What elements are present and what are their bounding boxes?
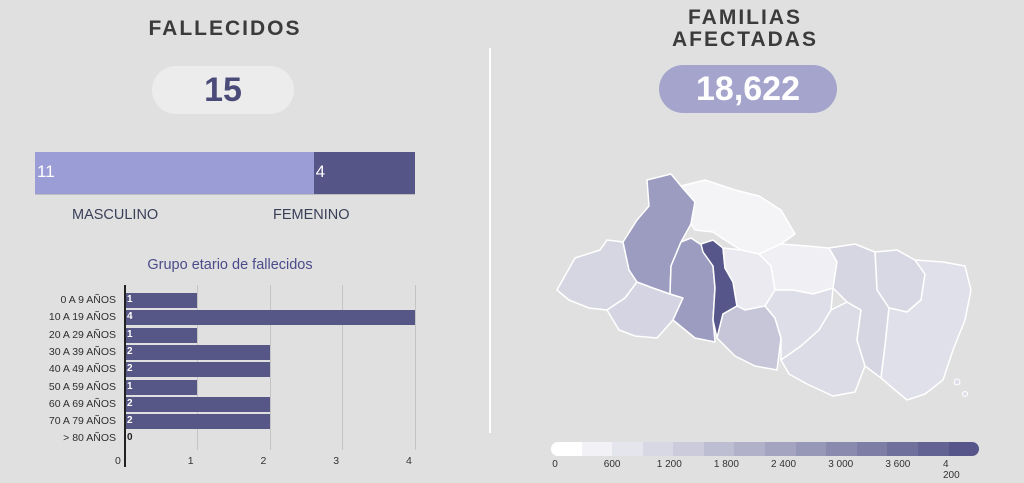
age-bar-value: 1 — [127, 380, 133, 392]
legend-swatch — [887, 442, 918, 456]
age-category-label: 50 A 59 AÑOS — [48, 380, 116, 393]
age-chart-gridline — [269, 285, 271, 450]
age-bar-value: 1 — [127, 294, 133, 305]
age-chart-tick-label: 3 — [333, 455, 340, 467]
age-bar-value: 0 — [127, 432, 133, 444]
age-bar — [124, 396, 270, 412]
map-legend-ticks: 0 600 1 200 1 800 2 400 3 000 3 600 4 200 — [551, 459, 979, 481]
familias-title-line1: FAMILIAS — [688, 6, 802, 29]
el-salvador-map — [556, 173, 972, 401]
age-chart-axis — [124, 285, 126, 467]
legend-swatch — [917, 442, 949, 456]
age-bar — [124, 362, 270, 378]
age-category-label: 60 A 69 AÑOS — [48, 397, 116, 410]
age-category-label: 0 A 9 AÑOS — [60, 294, 116, 306]
legend-swatch — [673, 442, 704, 456]
age-bar-value: 1 — [127, 328, 133, 340]
age-category-label: 70 A 79 AÑOS — [48, 415, 116, 428]
legend-tick-label: 1 800 — [713, 459, 739, 470]
femenino-label: FEMENINO — [273, 207, 350, 223]
legend-tick-label: 3 000 — [828, 459, 854, 470]
age-chart-tick-label: 1 — [187, 455, 194, 467]
age-chart: 0 A 9 AÑOS 1 10 A 19 AÑOS 4 20 A 29 AÑOS 1 30 … — [0, 285, 430, 480]
legend-swatch — [948, 442, 979, 456]
legend-tick-label: 600 — [603, 459, 621, 470]
gender-bar-baseline — [35, 194, 415, 195]
legend-tick-label: 4 200 — [943, 459, 960, 481]
legend-swatch — [703, 442, 735, 456]
age-bar-value: 2 — [127, 345, 133, 357]
age-category-label: > 80 AÑOS — [63, 432, 116, 445]
legend-swatch — [551, 442, 582, 456]
legend-swatch — [826, 442, 857, 456]
age-chart-gridline — [342, 285, 344, 450]
femenino-value: 4 — [315, 162, 326, 181]
legend-swatch — [642, 442, 674, 456]
legend-swatch — [765, 442, 796, 456]
age-bar — [124, 379, 197, 395]
femenino-segment: 4 — [313, 152, 415, 194]
age-chart-gridline — [415, 285, 416, 450]
age-bar — [124, 414, 270, 430]
age-category-label: 30 A 39 AÑOS — [48, 345, 116, 358]
legend-swatch — [856, 442, 888, 456]
age-chart-tick-label: 2 — [260, 455, 267, 467]
age-chart-title: Grupo etario de fallecidos — [147, 257, 313, 273]
legend-tick-label: 3 600 — [885, 459, 911, 470]
legend-tick-label: 1 200 — [656, 459, 682, 470]
legend-tick-label: 2 400 — [771, 459, 797, 470]
fallecidos-total-pill: 15 — [152, 66, 294, 114]
panel-divider — [489, 48, 491, 433]
map-island-2 — [962, 391, 968, 397]
legend-swatch — [612, 442, 643, 456]
map-region-la-union — [880, 259, 972, 401]
age-bar — [124, 293, 197, 308]
fallecidos-total-value: 15 — [204, 71, 242, 109]
age-chart-tick-label: 0 — [115, 455, 121, 467]
masculino-value: 11 — [37, 162, 55, 181]
map-island-1 — [953, 378, 961, 386]
map-region-la-paz — [716, 305, 782, 371]
age-chart-tick-label: 4 — [406, 455, 412, 467]
age-bar-value: 2 — [127, 415, 133, 427]
age-category-label: 10 A 19 AÑOS — [48, 311, 116, 324]
familias-title: FAMILIAS AFECTADAS — [630, 7, 860, 51]
legend-swatch — [795, 442, 827, 456]
map-color-legend — [551, 442, 979, 456]
legend-swatch — [734, 442, 766, 456]
age-bar — [124, 344, 270, 360]
age-bar-value: 2 — [127, 397, 133, 409]
age-category-label: 40 A 49 AÑOS — [48, 363, 116, 376]
age-bar — [124, 310, 415, 326]
age-category-label: 20 A 29 AÑOS — [48, 328, 116, 341]
familias-total-value: 18,622 — [696, 70, 800, 108]
fallecidos-title: FALLECIDOS — [148, 17, 302, 40]
age-bar — [124, 327, 197, 343]
gender-bar: 11 4 — [35, 152, 415, 194]
masculino-segment: 11 — [35, 152, 314, 194]
legend-swatch — [581, 442, 613, 456]
familias-title-line2: AFECTADAS — [672, 28, 818, 51]
map-region-san-miguel — [828, 243, 890, 379]
masculino-label: MASCULINO — [72, 207, 159, 223]
legend-tick-label: 0 — [552, 459, 558, 470]
familias-total-pill: 18,622 — [659, 65, 837, 113]
age-bar-value: 4 — [127, 311, 133, 323]
age-bar-value: 2 — [127, 363, 133, 375]
